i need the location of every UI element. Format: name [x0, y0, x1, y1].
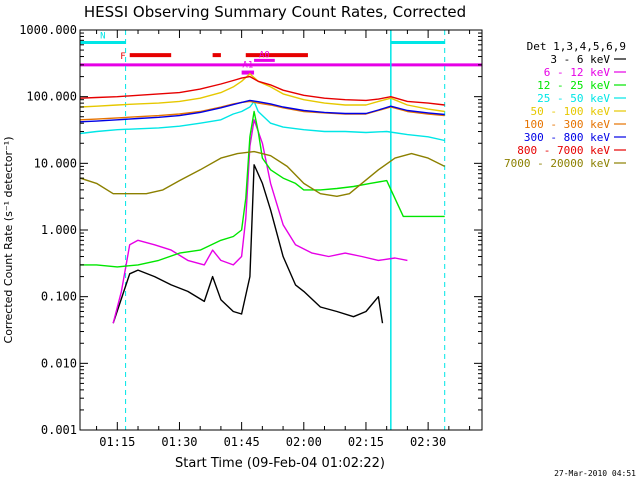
legend-label-8: 7000 - 20000 keV: [504, 157, 610, 170]
annotation-label-a1: A1: [242, 61, 253, 71]
annotation-label-n: N: [100, 31, 105, 41]
legend-label-3: 25 - 50 keV: [537, 92, 610, 105]
x-tick-label: 02:30: [410, 435, 446, 449]
y-tick-label: 1000.000: [19, 23, 77, 37]
y-tick-label: 1.000: [41, 223, 77, 237]
annotation-layer: N F A1 A0: [80, 30, 482, 430]
legend-label-7: 800 - 7000 keV: [517, 144, 610, 157]
legend-header: Det 1,3,4,5,6,9: [527, 40, 626, 53]
series-line-0: [112, 164, 384, 324]
x-tick-label: 01:15: [99, 435, 135, 449]
annotation-label-f: F: [120, 52, 125, 62]
series-line-8: [79, 150, 446, 198]
y-tick-label: 0.100: [41, 290, 77, 304]
legend-label-5: 100 - 300 keV: [524, 118, 610, 131]
annotation-label-a0: A0: [259, 50, 270, 60]
x-tick-label: 01:45: [224, 435, 260, 449]
series-line-1: [112, 119, 408, 324]
series-line-7: [79, 75, 445, 106]
y-tick-label: 100.000: [26, 90, 77, 104]
y-tick-label: 10.000: [34, 156, 77, 170]
y-tick-label: 0.010: [41, 356, 77, 370]
legend-label-2: 12 - 25 keV: [537, 79, 610, 92]
legend-label-0: 3 - 6 keV: [550, 53, 610, 66]
series-layer: [79, 73, 446, 324]
y-tick-label: 0.001: [41, 423, 77, 437]
x-tick-label: 02:15: [348, 435, 384, 449]
axes: 1000.000 100.000 10.000 1.000 0.100 0.010 0.00…: [19, 23, 483, 449]
x-axis-label: Start Time (09-Feb-04 01:02:22): [175, 456, 385, 471]
plot-timestamp: 27-Mar-2010 04:51: [554, 469, 636, 478]
legend-label-4: 50 - 100 keV: [531, 105, 611, 118]
legend-label-1: 6 - 12 keV: [544, 66, 611, 79]
x-tick-label: 01:30: [161, 435, 197, 449]
series-line-6: [79, 99, 445, 123]
x-tick-label: 02:00: [286, 435, 322, 449]
series-line-2: [80, 110, 445, 268]
chart-title: HESSI Observing Summary Count Rates, Cor…: [84, 3, 466, 21]
y-axis-label: Corrected Count Rate (s⁻¹ detector⁻¹): [2, 137, 15, 344]
legend-label-6: 300 - 800 keV: [524, 131, 610, 144]
